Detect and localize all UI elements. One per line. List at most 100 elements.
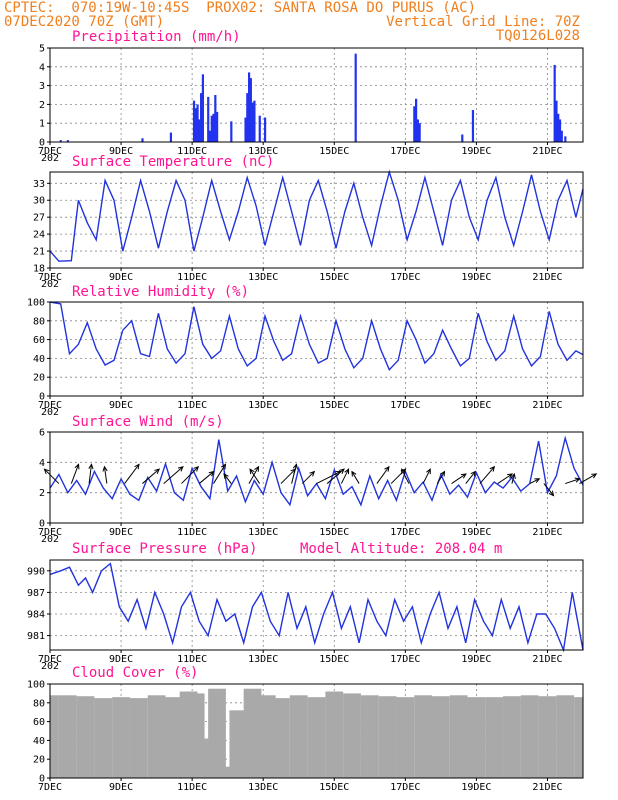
x-tick-label: 9DEC [109,527,133,538]
x-tick-label: 17DEC [390,146,420,157]
wind-arrow [543,483,555,497]
x-tick-label: 15DEC [319,400,349,411]
panel-frame [49,683,584,779]
x-tick-label: 21DEC [532,527,562,538]
precip-bar [251,102,254,142]
wind-arrow-head [74,463,80,470]
cloud-cover-bar [147,695,166,778]
precip-bar [198,119,201,142]
panel-6: 0 20 40 60 80 100 7DEC 9DEC 11DEC 13DEC 15DEC 17DEC… [27,665,584,793]
precip-bar [560,130,563,142]
cloud-cover-bar [129,698,148,778]
wind-arrow-shaft [291,464,297,484]
wind-arrow-head [401,468,406,475]
wind-arrow-head [134,463,140,470]
cloud-cover-bar [257,695,276,778]
wind-arrow [124,463,140,484]
x-tick-label: 11DEC [177,146,207,157]
wind-arrow [70,463,80,484]
precip-bar [553,64,556,142]
cloud-cover-bar [503,696,521,778]
wind-arrow-head [220,463,227,470]
wind-arrow-shaft [142,468,160,484]
cloud-cover-bar [243,688,262,778]
cloud-cover-bar [272,698,290,778]
series-line [49,435,584,507]
wind-arrow-shaft [88,464,92,484]
wind-arrow [465,470,477,484]
wind-arrow [181,465,200,484]
cloud-cover-bar [289,695,308,778]
precip-bar [263,117,267,142]
x-tick-label: 19DEC [461,272,491,283]
x-tick-label: 13DEC [248,272,278,283]
y-tick-label: 100 [27,298,45,309]
wind-arrow-head [470,470,477,477]
y-tick-label: 0 [39,519,45,530]
x-tick-label: 19DEC [461,146,491,157]
cloud-cover-bar [343,693,361,778]
x-tick-label: 9DEC [109,146,133,157]
y-tick-label: 21 [33,247,45,258]
wind-arrow-head [154,468,161,474]
wind-arrow-shaft [543,483,554,496]
precip-bar [212,113,215,142]
panel-5: 981 984 987 990 7DEC 9DEC 11DEC 13DEC 15DEC 17DEC… [27,541,584,672]
panel-frame [49,47,584,143]
wind-arrow [142,468,161,484]
precip-bar [258,115,261,142]
x-tick-label: 9DEC [109,782,133,793]
precip-bar [471,110,475,142]
precip-bar [210,115,213,142]
panel-frame [49,301,584,397]
x-tick-label: 21DEC [532,654,562,665]
cloud-cover-bar [50,695,59,778]
y-tick-label: 0 [39,138,45,149]
panel-title: Surface Pressure (hPa) [72,541,257,557]
model-altitude-label: Model Altitude: 208.04 m [300,541,502,557]
wind-arrow-head [440,470,446,477]
wind-arrow-head [102,465,108,472]
wind-arrow-head [177,466,184,472]
wind-arrow [436,470,446,484]
precip-bar [354,53,357,142]
wind-arrow [291,463,298,484]
x-year-stub: 202 [41,661,59,672]
y-tick-label: 60 [33,717,45,728]
cloud-cover-bar [307,697,326,778]
x-tick-label: 11DEC [177,782,207,793]
panel-title: Precipitation (mm/h) [72,29,241,45]
precip-bar [247,72,251,142]
precip-bar [201,74,204,142]
wind-arrow [223,473,232,484]
precip-bar [196,104,199,142]
panel-title: Cloud Cover (%) [72,665,198,681]
x-tick-label: 7DEC [38,272,62,283]
x-tick-label: 7DEC [38,146,62,157]
wind-arrow-shaft [565,478,580,485]
precip-bar [208,130,212,142]
y-tick-label: 0 [39,392,45,403]
precip-bar [230,121,233,142]
wind-arrow-shaft [70,464,79,484]
wind-arrow [529,478,541,485]
wind-arrow-head [193,465,200,472]
wind-arrow [351,470,360,484]
wind-arrow-head [43,468,50,475]
wind-arrow-shaft [465,471,476,484]
x-tick-label: 19DEC [461,654,491,665]
x-tick-label: 21DEC [532,782,562,793]
cloud-cover-bar [229,710,248,778]
wind-arrow [88,463,94,484]
wind-arrow-head [309,470,316,477]
precip-bar [557,113,560,142]
wind-arrow-shaft [124,464,140,484]
panel-4: 0 2 4 6 7DEC 9DEC 11DEC 13DEC 15DEC 17DEC 19DEC 21D… [38,414,598,545]
cloud-cover-bar [378,696,397,778]
x-tick-label: 17DEC [390,400,420,411]
y-tick-label: 30 [33,196,45,207]
y-tick-label: 984 [27,610,45,621]
header-vertical-grid-note: Vertical Grid Line: 70Z [386,14,580,30]
precip-bar [558,119,562,142]
x-tick-label: 17DEC [390,782,420,793]
